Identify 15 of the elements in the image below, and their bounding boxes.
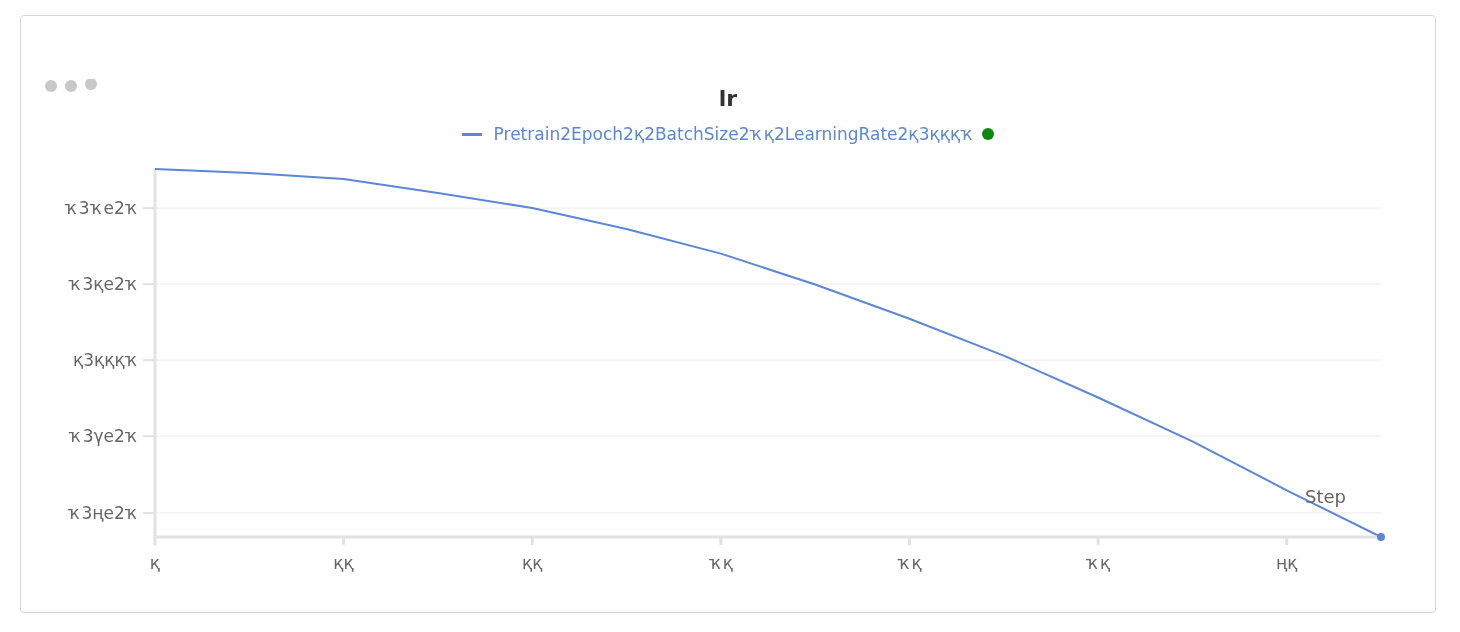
x-tick-label: қ <box>149 553 161 574</box>
chart-title: lr <box>717 86 739 111</box>
text: ҡ3γe2ҡ <box>68 426 139 447</box>
x-tick-label: ққ <box>521 553 543 574</box>
x-tick-label: ҡқ <box>1085 553 1111 574</box>
legend-label: Pretrain2Epoch2қ2BatchSize2ҡқ2LearningRate2қ3қққҡ <box>493 124 975 144</box>
x-tick-label: ққ <box>333 553 354 574</box>
x-tick-label: ҡқ <box>897 553 922 574</box>
text: қ3қққҡ <box>72 350 139 371</box>
text: ҡ3ңe2ҡ <box>67 502 139 523</box>
x-tick-label: ҡқ <box>708 553 734 574</box>
x-tick-label: ңқ <box>1275 553 1298 574</box>
text: ҡ3қe2ҡ <box>68 274 139 295</box>
text: ҡ3ҡe2ҡ <box>64 198 139 219</box>
x-axis-title: Step <box>1305 485 1346 507</box>
